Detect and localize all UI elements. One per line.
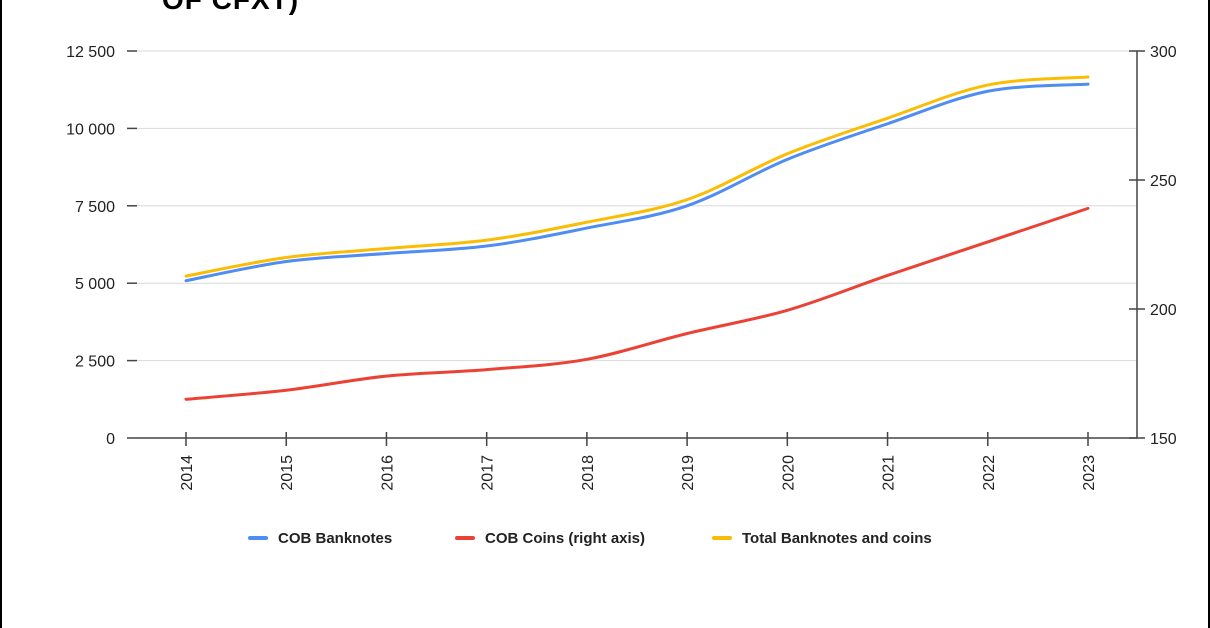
left-tick-label: 5 000 [75,276,115,293]
x-tick-label: 2020 [780,455,797,491]
legend-label-1: COB Coins (right axis) [485,530,645,547]
x-axis-ticks: 2014 2015 2016 2017 2018 2019 2020 2021 2022 2023 [179,432,1098,491]
gridlines [137,50,1137,362]
left-tick-label: 0 [106,431,115,448]
chart-title-fragment: OF CFXT) [162,0,299,16]
x-tick-label: 2017 [480,455,497,491]
left-tick-label: 2 500 [75,354,115,371]
x-tick-label: 2016 [379,455,396,491]
axes [137,51,1138,439]
left-tick-label: 12 500 [66,44,115,61]
right-axis-ticks: 150 200 250 300 [1129,44,1177,448]
left-tick-label: 7 500 [75,199,115,216]
left-tick-label: 10 000 [66,121,115,138]
series-lines [184,75,1090,401]
x-tick-label: 2015 [279,455,296,491]
x-tick-label: 2019 [680,455,697,491]
series-line-2 [184,75,1090,278]
left-axis-ticks: 0 2 500 5 000 7 500 10 000 12 500 [66,44,137,448]
right-tick-label: 150 [1150,431,1177,448]
x-tick-label: 2014 [179,455,196,491]
x-tick-label: 2018 [580,455,597,491]
legend-label-0: COB Banknotes [278,530,392,547]
x-tick-label: 2023 [1081,455,1098,491]
right-tick-label: 200 [1150,302,1177,319]
legend-label-2: Total Banknotes and coins [742,530,932,547]
legend: COB Banknotes COB Coins (right axis) Total… [248,530,932,547]
series-line-1 [184,206,1090,401]
right-tick-label: 250 [1150,173,1177,190]
series-line-0 [184,82,1090,283]
right-tick-label: 300 [1150,44,1177,61]
x-tick-label: 2021 [881,455,898,491]
x-tick-label: 2022 [981,455,998,491]
